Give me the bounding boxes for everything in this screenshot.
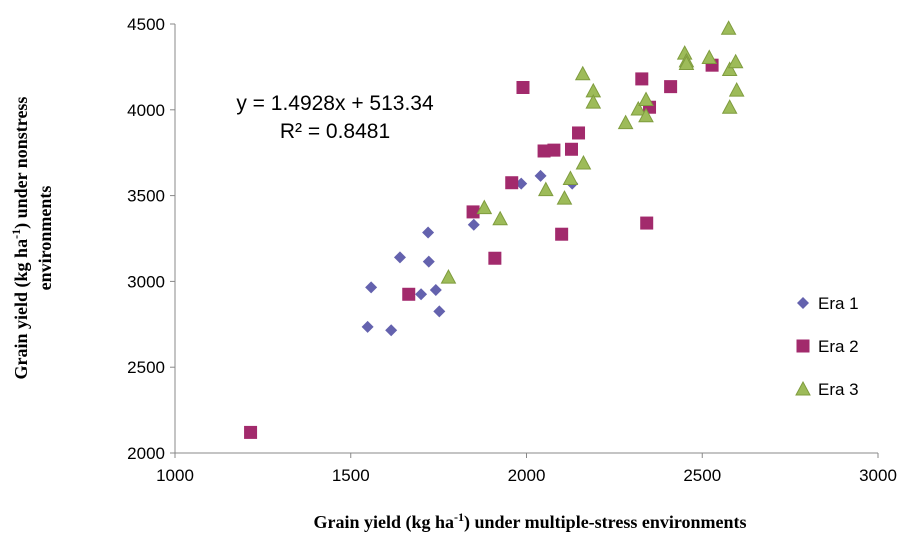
data-point (422, 255, 435, 268)
data-point (365, 281, 378, 294)
data-point (547, 143, 561, 157)
data-point (617, 114, 634, 130)
data-point (721, 61, 738, 76)
data-point (562, 170, 579, 185)
y-axis-label-line1: Grain yield (kg ha-1) under nonstress (9, 97, 32, 380)
legend-marker (796, 339, 810, 353)
data-point (555, 227, 569, 241)
y-axis-label: Grain yield (kg ha-1) under nonstress en… (9, 97, 55, 380)
data-point (385, 324, 398, 337)
legend-label: Era 2 (818, 337, 859, 356)
legend-marker (797, 297, 809, 309)
x-tick-label: 1500 (332, 466, 370, 485)
data-point (492, 210, 508, 226)
data-point (433, 305, 446, 318)
data-point (516, 80, 530, 94)
y-axis-label-line2: environments (35, 186, 55, 291)
y-tick-label: 3000 (127, 272, 165, 291)
data-point (564, 142, 578, 156)
y-tick-label: 2500 (127, 358, 165, 377)
data-point (630, 100, 647, 116)
data-point (664, 80, 678, 94)
y-tick-label: 3500 (127, 187, 165, 206)
r-squared-label: R² = 0.8481 (280, 120, 390, 143)
data-point (466, 205, 480, 219)
data-point (415, 288, 428, 301)
regression-equation: y = 1.4928x + 513.34 (236, 92, 434, 115)
x-tick-label: 2000 (508, 466, 546, 485)
data-point (720, 20, 737, 35)
legend-label: Era 1 (818, 294, 859, 313)
data-point (361, 320, 374, 333)
data-point (727, 53, 744, 69)
data-points (244, 20, 745, 439)
data-point (537, 181, 554, 197)
data-point (638, 91, 654, 107)
legend-item: Era 1 (797, 294, 859, 313)
data-point (476, 199, 493, 215)
data-point (701, 49, 718, 64)
data-point (728, 82, 745, 97)
data-point (505, 176, 519, 190)
legend-marker (795, 380, 811, 396)
data-point (429, 283, 442, 296)
data-point (574, 65, 591, 81)
data-point (467, 218, 480, 231)
data-point (572, 126, 586, 140)
data-point (635, 72, 649, 86)
x-tick-labels: 1000 1500 2000 2500 3000 (156, 453, 897, 485)
y-tick-label: 4000 (127, 101, 165, 120)
data-point (534, 169, 547, 182)
x-axis-label: Grain yield (kg ha-1) under multiple-str… (313, 510, 746, 533)
x-tick-label: 1000 (156, 466, 194, 485)
y-tick-label: 4500 (127, 15, 165, 34)
legend-item: Era 2 (796, 337, 859, 356)
data-point (556, 190, 573, 205)
data-point (640, 216, 654, 230)
x-tick-label: 3000 (859, 466, 897, 485)
data-point (721, 99, 738, 114)
data-point (244, 425, 258, 439)
x-tick-label: 2500 (683, 466, 721, 485)
legend-item: Era 3 (795, 380, 859, 399)
y-tick-labels: 2000 2500 3000 3500 4000 4500 (127, 15, 175, 463)
data-point (393, 251, 406, 264)
data-point (585, 94, 602, 109)
data-point (440, 269, 457, 284)
data-point (678, 55, 695, 70)
data-point (422, 226, 435, 239)
legend: Era 1 Era 2 Era 3 (795, 294, 859, 399)
y-tick-label: 2000 (127, 444, 165, 463)
data-point (537, 144, 551, 158)
series-3 (440, 20, 745, 284)
legend-label: Era 3 (818, 380, 859, 399)
data-point (402, 287, 416, 301)
data-point (575, 154, 592, 170)
data-point (488, 251, 502, 265)
data-point (638, 107, 654, 123)
